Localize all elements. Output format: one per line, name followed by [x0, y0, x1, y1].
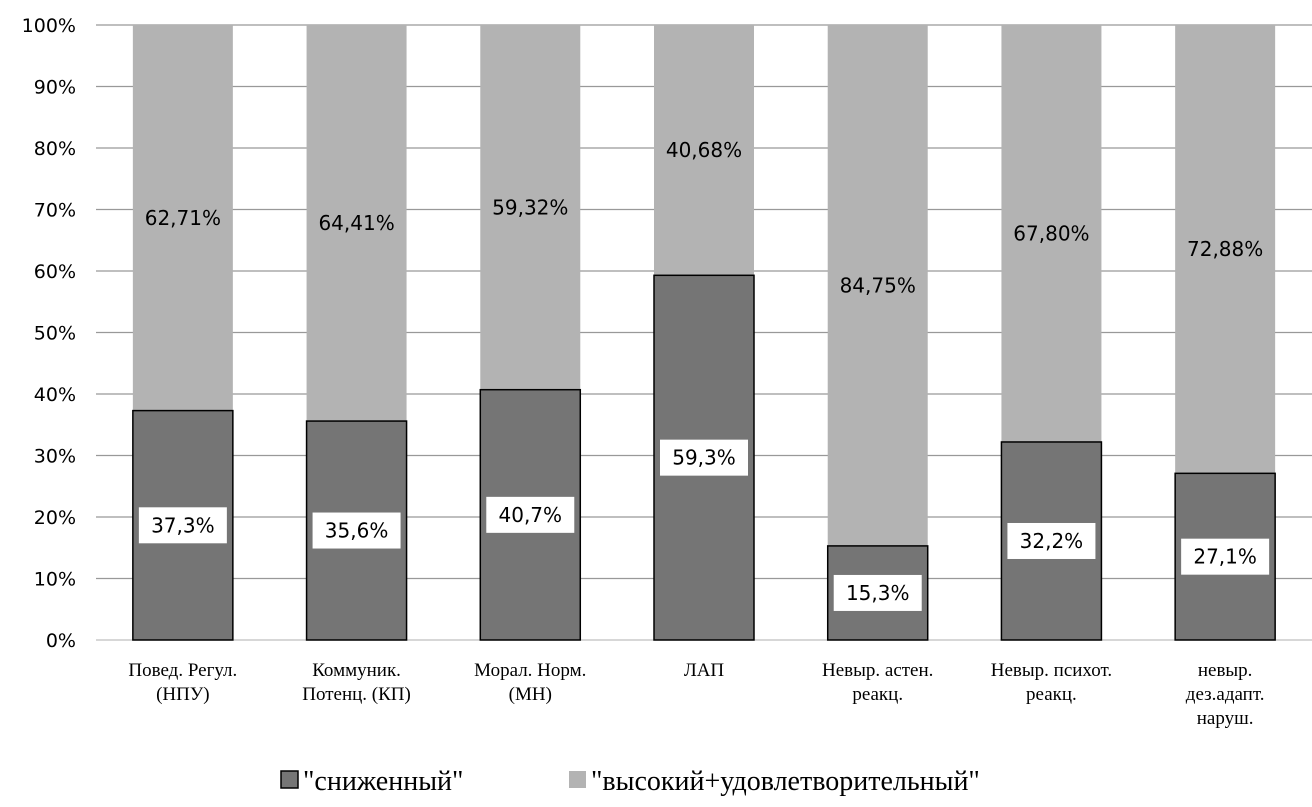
- category-label: (МН): [509, 684, 552, 705]
- data-label-low: 15,3%: [846, 581, 910, 605]
- category-label: Потенц. (КП): [302, 684, 411, 705]
- category-label: наруш.: [1197, 708, 1254, 729]
- category-label: Коммуник.: [312, 660, 401, 681]
- bar-segment-high: [654, 25, 754, 276]
- bar-segment-high: [306, 25, 407, 422]
- data-label-high: 84,75%: [840, 273, 916, 297]
- y-tick-label: 70%: [34, 200, 76, 222]
- data-label-box: [1007, 522, 1096, 559]
- legend: "сниженный" "высокий+удовлетворительный": [280, 766, 980, 797]
- category-label: Морал. Норм.: [474, 660, 586, 681]
- category-label: Невыр. астен.: [822, 660, 933, 681]
- y-tick-label: 20%: [34, 507, 76, 529]
- data-label-box: [486, 496, 575, 533]
- legend-label: "высокий+удовлетворительный": [591, 766, 980, 797]
- category-label: реакц.: [852, 684, 903, 705]
- bar-segment-high: [480, 25, 581, 390]
- y-tick-label: 50%: [34, 323, 76, 345]
- y-tick-label: 10%: [34, 569, 76, 591]
- bar-segment-high: [1001, 25, 1102, 442]
- y-tick-label: 40%: [34, 384, 76, 406]
- legend-label: "сниженный": [303, 766, 463, 797]
- category-label: Невыр. психот.: [991, 660, 1112, 681]
- data-label-box: [833, 574, 922, 611]
- bar-segment-high: [132, 25, 233, 411]
- category-label: невыр.: [1198, 660, 1253, 681]
- data-label-high: 40,68%: [666, 138, 742, 162]
- data-label-low: 27,1%: [1193, 545, 1257, 569]
- data-label-high: 62,71%: [145, 206, 221, 230]
- data-label-box: [138, 507, 227, 544]
- data-label-high: 72,88%: [1187, 237, 1263, 261]
- legend-swatch: [569, 771, 586, 788]
- data-label-low: 59,3%: [672, 446, 736, 470]
- data-label-high: 59,32%: [492, 195, 568, 219]
- data-label-high: 64,41%: [318, 211, 394, 235]
- data-label-box: [660, 439, 748, 476]
- category-label: Повед. Регул.: [128, 660, 237, 681]
- data-label-low: 35,6%: [325, 519, 389, 543]
- y-tick-label: 30%: [34, 446, 76, 468]
- data-label-box: [1181, 538, 1270, 575]
- bar-segment-high: [1175, 25, 1276, 474]
- data-label-high: 67,80%: [1013, 221, 1089, 245]
- x-axis-categories: Повед. Регул. (НПУ) Коммуник. Потенц. (КП) М…: [128, 660, 1264, 729]
- y-tick-label: 60%: [34, 261, 76, 283]
- y-tick-label: 100%: [22, 15, 76, 37]
- legend-swatch: [280, 770, 299, 789]
- category-label: ЛАП: [684, 660, 725, 681]
- data-label-box: [312, 512, 401, 549]
- y-tick-label: 80%: [34, 138, 76, 160]
- bar-segment-high: [827, 25, 928, 546]
- y-tick-label: 0%: [46, 630, 76, 652]
- category-label: (НПУ): [156, 684, 210, 705]
- data-labels: 37,3% 62,71% 35,6% 64,41% 40,7% 59,32% 59,3% 40…: [138, 138, 1270, 611]
- category-label: дез.адапт.: [1186, 684, 1265, 705]
- data-label-low: 40,7%: [499, 503, 563, 527]
- y-tick-label: 90%: [34, 77, 76, 99]
- category-label: реакц.: [1026, 684, 1077, 705]
- data-label-low: 32,2%: [1020, 529, 1084, 553]
- data-label-low: 37,3%: [151, 513, 215, 537]
- y-axis-ticks: 0% 10% 20% 30% 40% 50% 60% 70% 80% 90% 100%: [22, 15, 76, 652]
